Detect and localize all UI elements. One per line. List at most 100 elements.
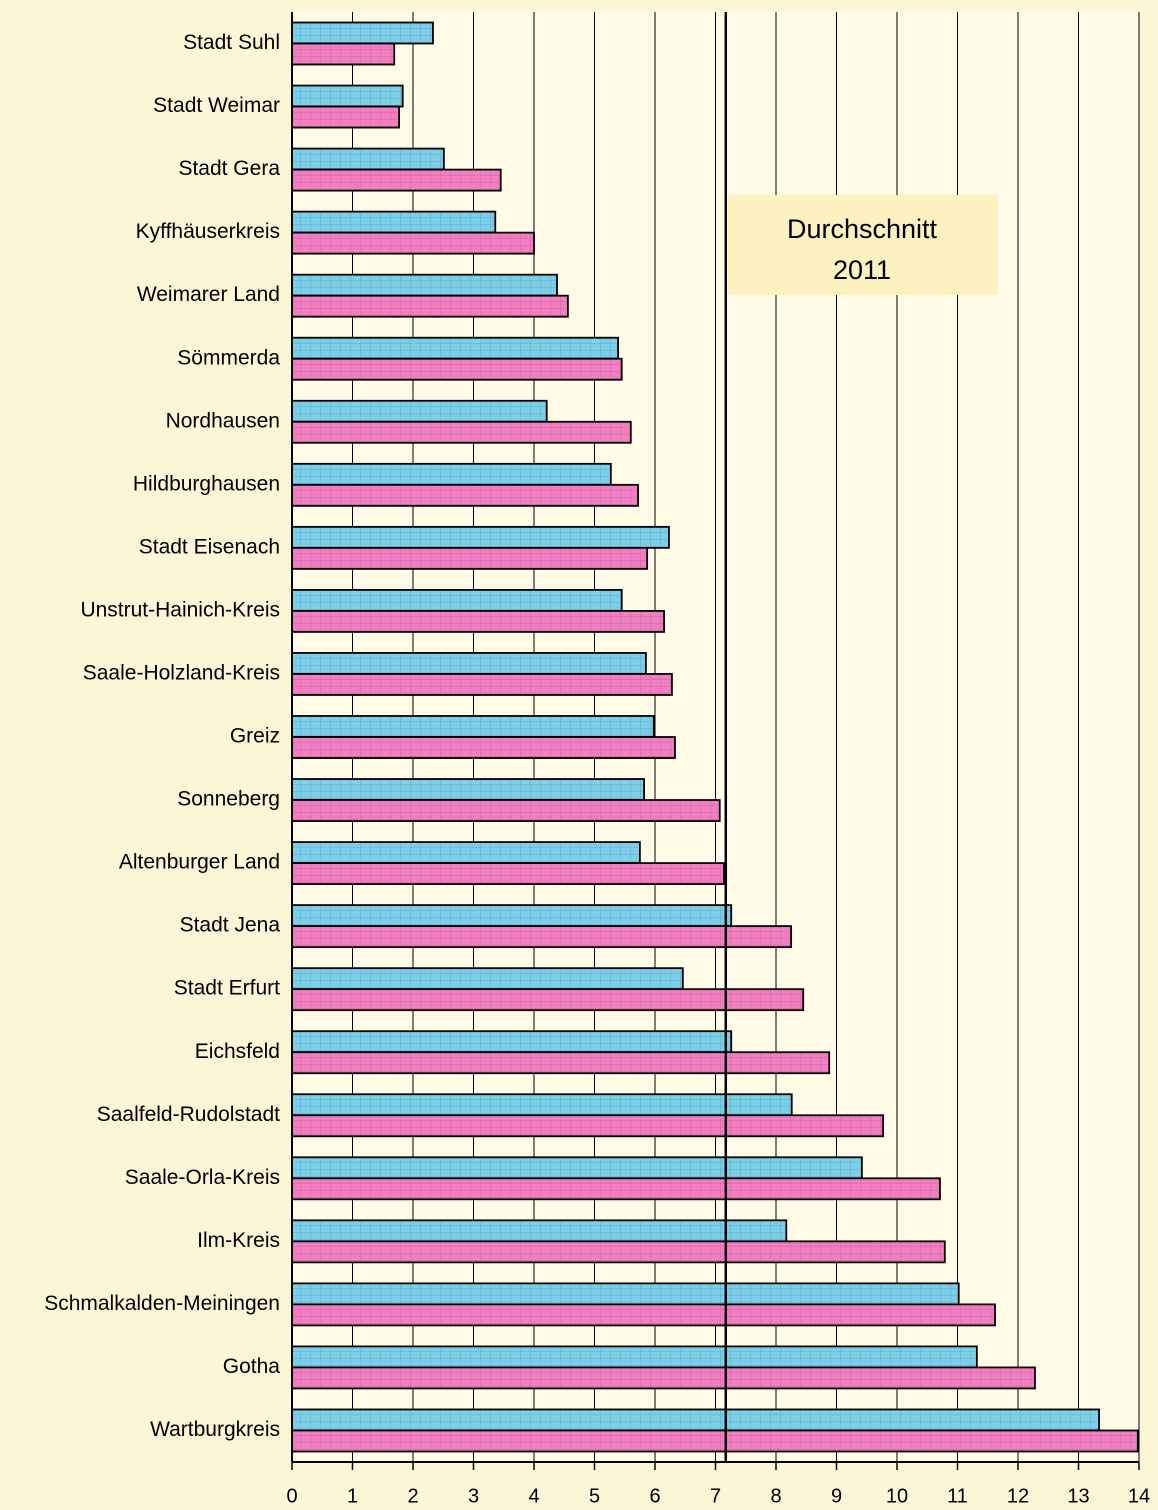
bar-group — [291, 715, 655, 738]
y-tick-label: Weimarer Land — [137, 283, 280, 306]
annotation: Durchschnitt — [787, 214, 938, 244]
y-tick-label: Saalfeld-Rudolstadt — [97, 1103, 280, 1126]
bar-group — [291, 399, 548, 423]
bar-group — [291, 778, 646, 801]
x-tick-label: 7 — [710, 1485, 721, 1507]
x-tick-label: 5 — [589, 1485, 600, 1507]
x-tick-label: 3 — [468, 1485, 479, 1507]
bar-group — [291, 84, 404, 108]
bar-group — [291, 483, 639, 507]
bar-texture — [292, 337, 619, 359]
bar-group — [291, 1093, 793, 1117]
bar-texture — [292, 1409, 1100, 1431]
bar-texture — [292, 169, 501, 191]
bar-group — [291, 1219, 788, 1243]
bar-group — [291, 1156, 863, 1180]
bar-texture — [292, 673, 672, 695]
y-tick-label: Unstrut-Hainich-Kreis — [80, 598, 280, 621]
bar-group — [291, 1303, 996, 1327]
x-tick-label: 12 — [1007, 1485, 1029, 1507]
bar-group — [291, 420, 632, 444]
x-tick-label: 14 — [1128, 1485, 1150, 1507]
y-tick-label: Eichsfeld — [195, 1040, 280, 1063]
bar-texture — [292, 842, 640, 864]
y-tick-label: Stadt Eisenach — [139, 535, 280, 558]
bar-texture — [292, 106, 400, 128]
bar-texture — [292, 1430, 1138, 1452]
x-tick-label: 2 — [407, 1485, 418, 1507]
bar-texture — [292, 1346, 977, 1368]
bar-texture — [292, 905, 732, 927]
bar-texture — [292, 1220, 787, 1242]
bar-texture — [292, 652, 646, 674]
y-tick-label: Kyffhäuserkreis — [136, 220, 280, 243]
bar-group — [291, 652, 647, 675]
x-tick-label: 8 — [770, 1485, 781, 1507]
y-tick-label: Stadt Suhl — [183, 31, 280, 54]
y-tick-label: Ilm-Kreis — [197, 1229, 280, 1252]
annotation: 2011 — [833, 255, 891, 285]
bar-group — [291, 147, 445, 171]
bar-group — [291, 546, 649, 570]
bar-group — [291, 988, 805, 1012]
y-tick-label: Stadt Weimar — [153, 94, 280, 117]
bar-group — [291, 904, 733, 928]
y-tick-label: Wartburgkreis — [150, 1418, 280, 1441]
bar-texture — [292, 211, 496, 233]
bar-group — [291, 673, 673, 696]
x-tick-label: 4 — [528, 1485, 539, 1507]
bar-group — [291, 862, 725, 886]
bar-texture — [292, 926, 792, 948]
y-tick-label: Gotha — [223, 1355, 281, 1378]
bar-texture — [292, 43, 395, 65]
bar-group — [291, 105, 400, 129]
bar-group — [291, 1345, 978, 1369]
bar-group — [291, 168, 502, 192]
bar-group — [291, 610, 665, 633]
bar-texture — [292, 22, 433, 44]
bar-group — [291, 336, 619, 360]
bar-texture — [292, 547, 648, 569]
x-tick-label: 13 — [1067, 1485, 1089, 1507]
bar-group — [291, 21, 434, 45]
bar-texture — [292, 968, 683, 990]
bar-texture — [292, 1115, 884, 1137]
y-tick-label: Schmalkalden-Meiningen — [44, 1292, 280, 1315]
bar-group — [291, 1366, 1036, 1390]
y-tick-label: Sonneberg — [177, 788, 280, 811]
bar-texture — [292, 484, 639, 506]
bar-texture — [292, 526, 669, 548]
bar-texture — [292, 1367, 1035, 1389]
bar-group — [291, 357, 623, 381]
bar-texture — [292, 800, 720, 822]
bar-group — [291, 210, 497, 234]
bar-texture — [292, 610, 665, 632]
bar-texture — [292, 274, 557, 296]
x-tick-label: 1 — [347, 1485, 358, 1507]
bar-group — [291, 231, 535, 255]
y-tick-label: Altenburger Land — [119, 851, 280, 874]
x-tick-label: 0 — [286, 1485, 297, 1507]
bar-texture — [292, 715, 654, 737]
bar-group — [291, 42, 396, 66]
bar-texture — [292, 737, 675, 759]
y-tick-label: Hildburghausen — [133, 472, 280, 495]
bar-texture — [292, 463, 611, 485]
bar-group — [291, 1114, 884, 1138]
bar-texture — [292, 1157, 862, 1179]
bar-texture — [292, 1094, 792, 1116]
y-tick-label: Nordhausen — [166, 409, 280, 432]
bar-group — [291, 1282, 960, 1306]
y-tick-label: Stadt Gera — [178, 157, 280, 180]
x-tick-label: 10 — [886, 1485, 908, 1507]
bar-texture — [292, 589, 622, 611]
bar-group — [291, 736, 676, 759]
x-tick-label: 6 — [649, 1485, 660, 1507]
bar-group — [291, 1429, 1139, 1453]
bar-texture — [292, 232, 534, 254]
bar-texture — [292, 1283, 959, 1305]
bar-group — [291, 1408, 1100, 1432]
bar-texture — [292, 148, 444, 170]
bar-group — [291, 1240, 946, 1264]
